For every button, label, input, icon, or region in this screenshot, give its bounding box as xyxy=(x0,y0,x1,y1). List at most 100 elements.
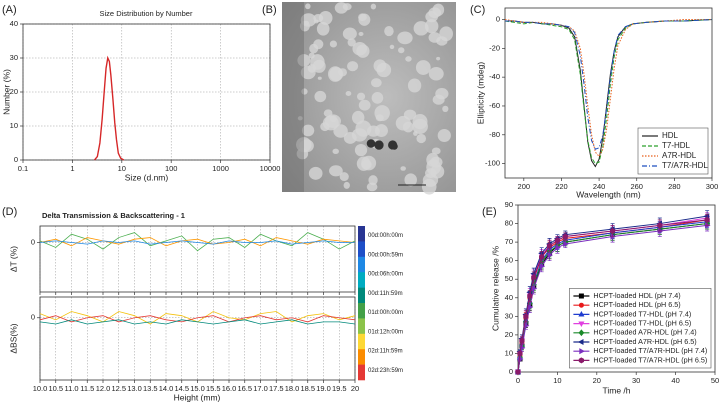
x-tick-label: 40 xyxy=(671,376,679,385)
y-tick-label: -60 xyxy=(489,101,500,110)
tem-particle xyxy=(403,109,417,120)
marker xyxy=(539,263,546,270)
colorbar-segment xyxy=(358,226,365,242)
x-tick-label: 30 xyxy=(632,376,640,385)
marker xyxy=(555,244,561,251)
y-tick-label: 0 xyxy=(14,155,18,164)
y-tick-label: -100 xyxy=(485,159,500,168)
tem-particle xyxy=(436,56,441,61)
tem-particle xyxy=(402,121,414,133)
series-line xyxy=(505,19,713,150)
tem-particle xyxy=(376,62,392,78)
tem-particle xyxy=(318,10,333,25)
tem-particle xyxy=(355,120,372,137)
tem-particle xyxy=(347,61,359,72)
y-tick-label: 60 xyxy=(505,256,513,265)
colorbar-label: 00d:06h:00m xyxy=(368,272,403,278)
x-tick-label: 280 xyxy=(668,182,681,191)
tem-particle xyxy=(428,67,444,81)
tem-particle xyxy=(404,173,417,187)
tem-particle xyxy=(347,38,356,47)
x-tick-label: 1 xyxy=(70,164,74,173)
y-tick-label: 80 xyxy=(505,219,513,228)
legend-box xyxy=(569,288,712,369)
y-tick-label: 30 xyxy=(10,53,18,62)
tem-particle xyxy=(356,92,366,101)
colorbar-label: 02d:23h:59m xyxy=(368,368,403,374)
tem-particle xyxy=(398,47,405,54)
series-line xyxy=(39,240,355,245)
panel-label: (E) xyxy=(482,206,497,218)
tem-particle xyxy=(424,19,439,34)
tem-particle xyxy=(304,20,309,26)
y-tick-label: 0 xyxy=(31,237,35,246)
x-tick-label: 260 xyxy=(630,182,643,191)
tem-shadow xyxy=(282,2,304,192)
plot-frame xyxy=(517,204,716,373)
marker xyxy=(578,293,584,299)
panel-label: (B) xyxy=(262,4,277,16)
tem-particle xyxy=(343,132,357,144)
x-tick-label: 12.0 xyxy=(96,384,111,393)
marker xyxy=(519,337,525,344)
tem-particle xyxy=(329,165,343,177)
y-tick-label: 30 xyxy=(505,311,513,320)
tem-particle xyxy=(317,76,322,80)
y-tick-label: 40 xyxy=(10,19,18,28)
marker xyxy=(579,348,585,355)
legend-label: HCPT-loaded T7-HDL (pH 6.5) xyxy=(593,319,691,328)
tem-particle xyxy=(442,105,449,113)
x-tick-label: 300 xyxy=(706,182,719,191)
tem-particle xyxy=(329,40,338,48)
tem-particle xyxy=(305,3,311,10)
x-tick-label: 13.5 xyxy=(143,384,158,393)
x-tick-label: 16.0 xyxy=(222,384,237,393)
y-tick-label: -40 xyxy=(489,72,500,81)
tem-aggregate xyxy=(366,139,376,148)
series-line xyxy=(93,55,125,161)
tem-particle xyxy=(435,88,449,100)
marker xyxy=(704,216,710,223)
colorbar-segment xyxy=(358,241,365,258)
tem-particle xyxy=(339,172,349,182)
tem-particle xyxy=(439,26,454,42)
legend-label: HCPT-loaded T7/A7R-HDL (pH 7.4) xyxy=(593,346,707,355)
x-tick-label: 200 xyxy=(518,182,531,191)
marker xyxy=(609,228,616,234)
colorbar-label: 00d:00h:59m xyxy=(368,252,403,258)
marker xyxy=(531,274,537,281)
x-axis-title: Size (d.nm) xyxy=(125,172,169,182)
x-tick-label: 0.1 xyxy=(18,164,28,173)
x-tick-label: 10.0 xyxy=(33,384,48,393)
y-tick-label: 0 xyxy=(31,313,35,322)
y-axis-title: Ellipticity (mdeg) xyxy=(475,62,485,125)
marker xyxy=(577,338,584,346)
colorbar-label: 01d:12h:00m xyxy=(368,329,403,335)
tem-particle xyxy=(313,13,324,23)
chart-title: Delta Transmission & Backscattering - 1 xyxy=(42,211,185,220)
x-tick-label: 15.5 xyxy=(206,384,221,393)
marker xyxy=(523,313,529,320)
tem-particle xyxy=(345,91,352,97)
y-tick-label: 90 xyxy=(505,200,513,209)
x-tick-label: 11.0 xyxy=(64,384,78,393)
marker xyxy=(517,350,523,357)
plot-frame xyxy=(39,296,356,381)
marker xyxy=(554,237,560,244)
x-tick-label: 14.5 xyxy=(174,384,189,393)
tem-particle xyxy=(299,139,314,153)
chart-title: Size Distribution by Number xyxy=(100,9,193,18)
x-tick-label: 18.5 xyxy=(300,384,315,393)
legend-label: HCPT-loaded T7/A7R-HDL (pH 6.5) xyxy=(593,355,707,364)
tem-particle xyxy=(371,92,384,104)
marker xyxy=(539,253,545,260)
y-tick-label: 0 xyxy=(496,15,500,24)
tem-particle xyxy=(431,147,441,155)
tem-particle xyxy=(428,7,442,19)
legend-label: HCPT-loaded A7R-HDL (pH 6.5) xyxy=(593,337,696,346)
legend-label: HCPT-loaded HDL (pH 6.5) xyxy=(593,300,680,309)
x-tick-label: 220 xyxy=(555,182,568,191)
tem-particle xyxy=(354,144,368,157)
series-line xyxy=(39,232,356,252)
